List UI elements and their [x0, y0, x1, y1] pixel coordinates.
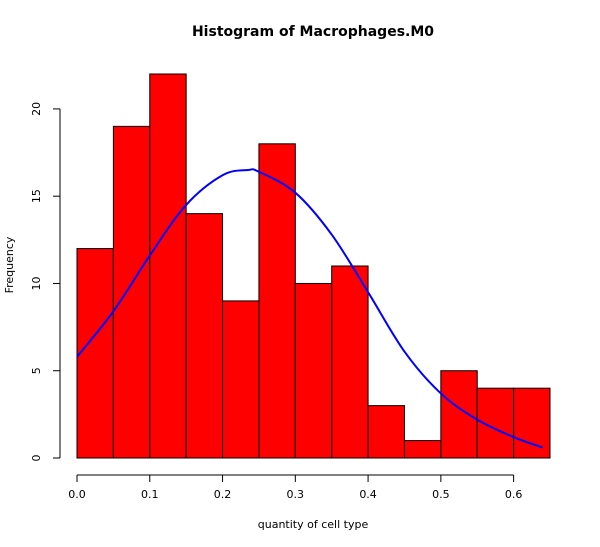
- histogram-bar: [258, 143, 296, 459]
- histogram-bar: [149, 73, 187, 459]
- histogram-bar: [222, 300, 260, 459]
- chart-title: Histogram of Macrophages.M0: [192, 24, 434, 40]
- x-axis-label: quantity of cell type: [258, 518, 369, 531]
- histogram-bars: [76, 73, 551, 459]
- histogram-bar: [440, 370, 478, 459]
- histogram-bar: [76, 248, 114, 459]
- density-curve: [76, 168, 544, 449]
- histogram-bar: [112, 125, 151, 459]
- x-tick-label: 0.2: [214, 488, 232, 501]
- x-axis: 0.0 0.1 0.2 0.3 0.4 0.5 0.6: [68, 474, 523, 501]
- histogram-bar: [185, 213, 224, 459]
- y-tick-label: 15: [30, 189, 43, 203]
- y-tick-label: 5: [30, 367, 43, 374]
- y-axis: 0 5 10 15 20: [30, 102, 61, 462]
- x-tick-label: 0.3: [287, 488, 305, 501]
- histogram-bar: [294, 282, 333, 459]
- y-tick-label: 20: [30, 102, 43, 116]
- histogram-bar: [403, 440, 442, 459]
- y-axis-label: Frequency: [3, 236, 16, 293]
- y-tick-label: 0: [30, 455, 43, 462]
- histogram-bar: [367, 405, 405, 459]
- x-tick-label: 0.1: [141, 488, 159, 501]
- histogram-bar: [331, 265, 369, 459]
- histogram-bar: [513, 387, 551, 459]
- y-tick-label: 10: [30, 276, 43, 290]
- x-tick-label: 0.0: [68, 488, 86, 501]
- x-tick-label: 0.6: [505, 488, 523, 501]
- x-tick-label: 0.4: [359, 488, 377, 501]
- x-tick-label: 0.5: [432, 488, 450, 501]
